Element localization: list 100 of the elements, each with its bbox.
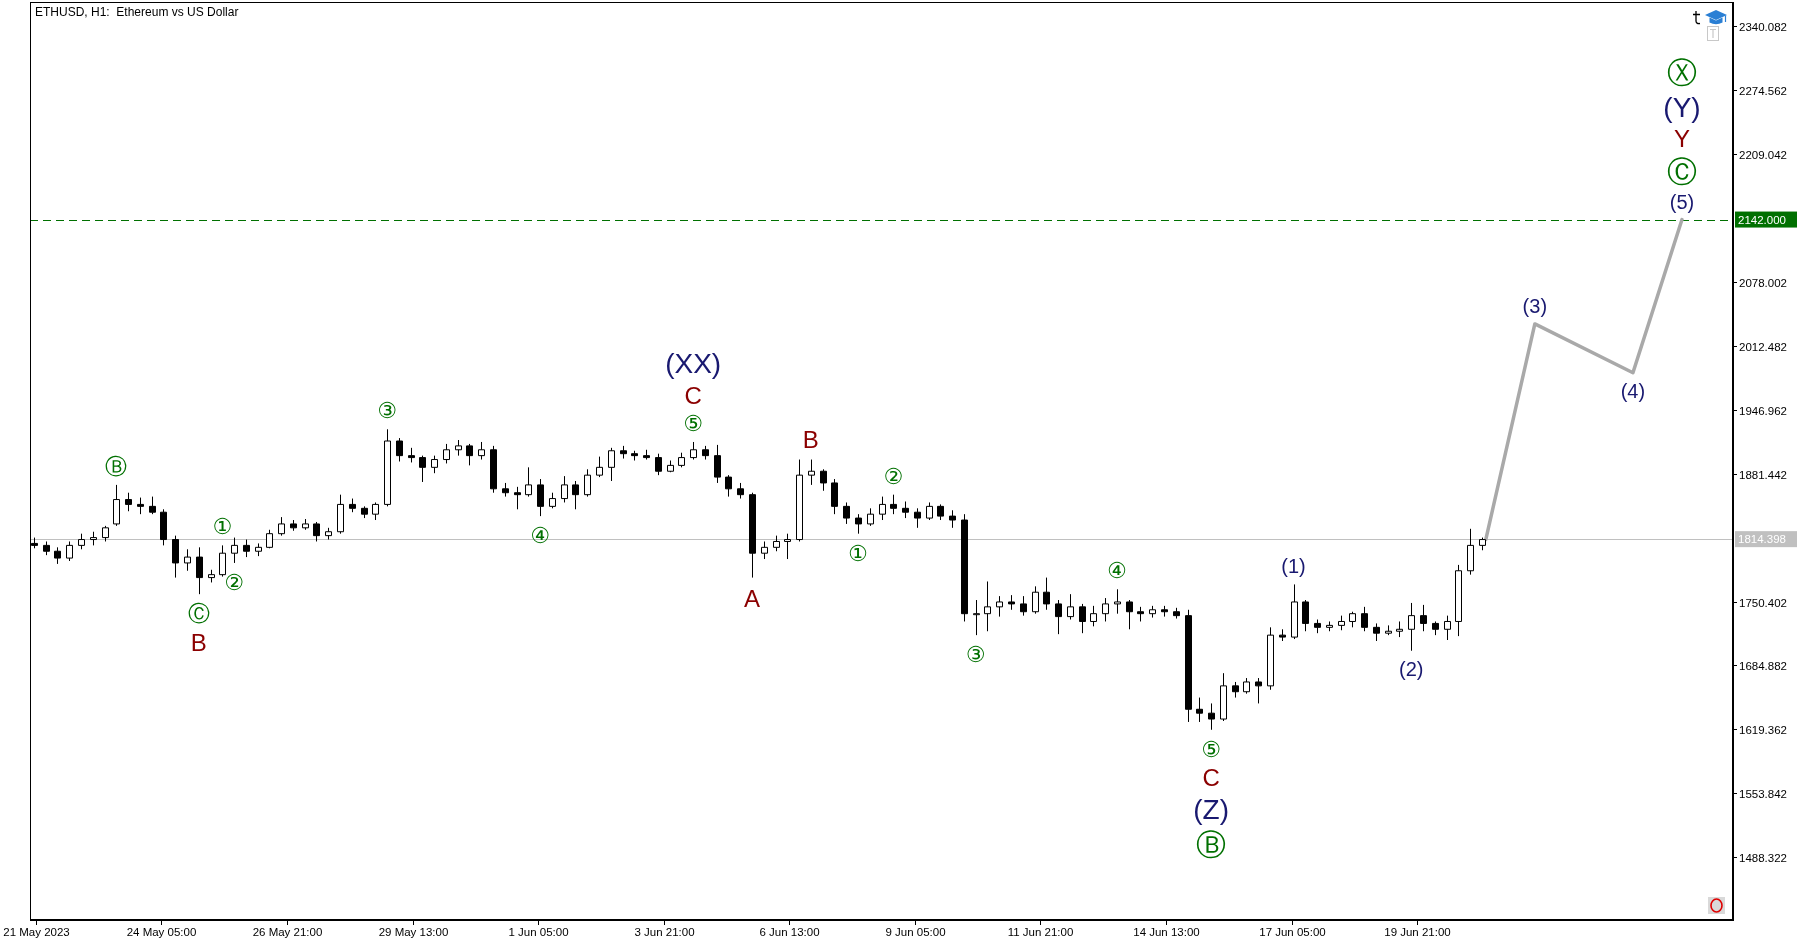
candlestick: [737, 482, 744, 500]
annotation: (5): [1669, 190, 1695, 213]
candlestick: [455, 439, 462, 457]
candlestick: [1020, 595, 1027, 617]
candlestick: [1314, 619, 1321, 634]
x-tick-label: 11 Jun 21:00: [1007, 926, 1074, 938]
candlestick: [773, 535, 780, 552]
candlestick: [1220, 672, 1227, 722]
candlestick: [1302, 599, 1309, 632]
annotation: ②: [224, 569, 244, 595]
candlestick: [396, 437, 403, 462]
annotation: (3): [1522, 294, 1548, 317]
candlestick: [113, 484, 120, 527]
candlestick: [419, 455, 426, 483]
candlestick: [561, 475, 568, 503]
x-tick-label: 19 Jun 21:00: [1384, 926, 1451, 938]
x-tick-label: 21 May 2023: [3, 926, 70, 938]
candlestick: [313, 521, 320, 542]
candlestick: [820, 468, 827, 492]
y-tick-label: 1553.842: [1739, 787, 1787, 800]
annotation: Y: [1673, 124, 1690, 152]
candlestick: [949, 509, 956, 529]
candlestick: [125, 492, 132, 512]
candlestick: [1467, 528, 1474, 576]
candlestick: [890, 494, 897, 515]
candlestick: [926, 501, 933, 521]
candlestick: [831, 478, 838, 515]
x-tick-label: 17 Jun 05:00: [1259, 926, 1326, 938]
candlestick: [54, 546, 61, 565]
candlestick: [1185, 609, 1192, 723]
annotation: ③: [377, 397, 397, 423]
candlestick: [172, 535, 179, 579]
candlestick: [1043, 577, 1050, 611]
candlestick: [1196, 697, 1203, 723]
y-tick-label: 1881.442: [1739, 468, 1787, 481]
candlestick: [1291, 583, 1298, 640]
candlestick: [843, 501, 850, 525]
candlestick: [667, 460, 674, 473]
y-tick-label: 2340.082: [1739, 20, 1787, 33]
candlestick: [43, 540, 50, 556]
candlestick: [431, 455, 438, 474]
candlestick: [408, 447, 415, 463]
candlestick: [372, 501, 379, 521]
x-tick-label: 6 Jun 13:00: [759, 926, 820, 938]
candlestick: [1090, 605, 1097, 627]
candlestick: [1338, 615, 1345, 631]
candlestick: [1479, 537, 1486, 551]
candlestick: [1008, 594, 1015, 611]
annotation: ③: [965, 641, 986, 667]
candlestick: [596, 456, 603, 478]
candlestick: [655, 453, 662, 476]
annotation: (2): [1399, 657, 1424, 680]
annotation: (4): [1620, 379, 1646, 402]
candlestick: [749, 492, 756, 579]
candlestick: [490, 445, 497, 494]
candlestick: [1243, 677, 1250, 695]
annotation: ②: [883, 463, 904, 489]
annotation: B: [802, 425, 819, 453]
candlestick: [1208, 702, 1215, 731]
candlestick: [537, 478, 544, 517]
candlestick: [525, 466, 532, 498]
annotation: ⑤: [683, 410, 704, 436]
annotation: (1): [1281, 555, 1306, 578]
candlestick: [1232, 681, 1239, 699]
candlestick: [1161, 605, 1168, 618]
candlestick: [996, 595, 1003, 618]
candlestick: [137, 497, 144, 515]
candlestick: [337, 494, 344, 535]
x-tick-label: 26 May 21:00: [252, 926, 323, 938]
candlestick: [937, 503, 944, 521]
candlestick: [1279, 628, 1286, 642]
candlestick: [973, 599, 980, 636]
annotation: ④: [530, 522, 550, 548]
candlestick: [290, 519, 297, 532]
y-tick-label: 1619.362: [1739, 723, 1787, 736]
candlestick: [1079, 603, 1086, 634]
candlestick: [984, 580, 991, 632]
annotation: B: [190, 628, 207, 656]
annotation: C: [684, 381, 702, 409]
candlestick: [208, 569, 215, 583]
annotation: ⑤: [1201, 736, 1221, 762]
candlestick: [266, 529, 273, 549]
y-tick-label: 2012.482: [1739, 340, 1787, 353]
candlestick: [1432, 620, 1439, 636]
candlestick: [149, 496, 156, 515]
y-tick-label: 1684.882: [1739, 659, 1787, 672]
candlestick: [549, 492, 556, 509]
candlestick: [278, 516, 285, 537]
candlestick: [1102, 597, 1109, 622]
candlestick: [702, 445, 709, 461]
candlestick: [1055, 599, 1062, 635]
candlestick: [1349, 611, 1356, 628]
candlestick: [90, 531, 97, 546]
candlestick: [1255, 677, 1262, 704]
annotation: Ⓒ: [187, 600, 210, 626]
candlestick: [867, 507, 874, 527]
candlestick: [808, 459, 815, 486]
y-tick-label: 1488.322: [1739, 851, 1787, 864]
candlestick: [631, 450, 638, 462]
candlestick: [902, 500, 909, 519]
